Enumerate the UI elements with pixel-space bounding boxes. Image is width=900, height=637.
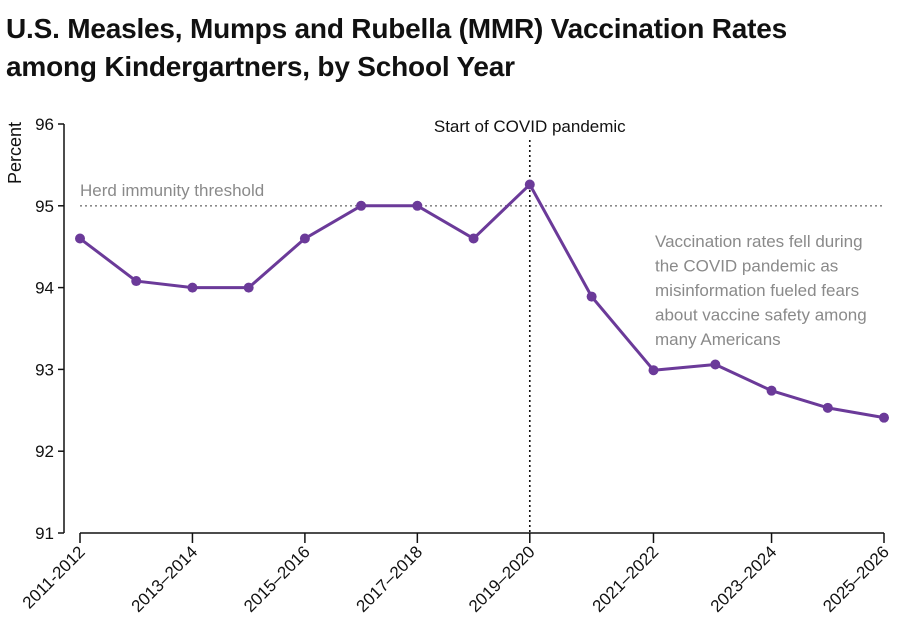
data-point [187, 282, 198, 293]
chart-title-line-2: among Kindergartners, by School Year [6, 51, 515, 82]
y-tick-label: 92 [35, 442, 54, 461]
data-point [648, 365, 659, 376]
x-tick-label: 2017–2018 [353, 542, 427, 616]
data-point [586, 291, 597, 302]
annotations: Vaccination rates fell during the COVID p… [655, 232, 867, 349]
covid-annotation-line: many Americans [655, 330, 781, 349]
data-points [75, 179, 889, 423]
x-tick-label: 2015–2016 [240, 542, 314, 616]
x-axis: 2011-2012 2013–2014 2015–2016 2017–2018 2019… [19, 532, 893, 616]
chart-title-line-1: U.S. Measles, Mumps and Rubella (MMR) Va… [6, 13, 787, 44]
y-axis: 91 92 93 94 95 96 Percent [5, 115, 65, 543]
data-point [75, 233, 85, 244]
data-point [766, 385, 777, 396]
x-tick-label: 2019–2020 [465, 542, 539, 616]
x-tick-label: 2025–2026 [819, 542, 893, 616]
y-tick-label: 94 [35, 279, 54, 298]
y-tick-label: 93 [35, 360, 54, 379]
data-point [356, 200, 367, 211]
y-tick-label: 91 [35, 524, 54, 543]
data-point [468, 233, 479, 244]
y-axis-title: Percent [5, 122, 25, 184]
data-point [822, 402, 833, 413]
y-tick-label: 96 [35, 115, 54, 134]
data-point [412, 200, 423, 211]
herd-immunity-threshold-label: Herd immunity threshold [80, 181, 264, 200]
series-line [78, 183, 886, 420]
covid-annotation-line: the COVID pandemic as [655, 257, 838, 276]
x-tick-label: 2011-2012 [19, 542, 89, 612]
covid-annotation-line: Vaccination rates fell during [655, 232, 863, 251]
data-point [710, 359, 721, 370]
reference-lines: Herd immunity threshold Start of COVID pa… [80, 117, 884, 533]
x-tick-label: 2021–2022 [589, 542, 663, 616]
covid-annotation-line: misinformation fueled fears [655, 281, 859, 300]
series-lines [78, 183, 886, 420]
covid-annotation-line: about vaccine safety among [655, 306, 867, 325]
x-tick-label: 2023–2024 [707, 542, 781, 616]
data-point [879, 412, 889, 423]
data-point [524, 179, 535, 190]
data-point [243, 282, 254, 293]
x-tick-label: 2013–2014 [128, 542, 202, 616]
chart-title: U.S. Measles, Mumps and Rubella (MMR) Va… [6, 10, 896, 86]
data-point [299, 233, 310, 244]
covid-marker-label: Start of COVID pandemic [434, 117, 626, 136]
data-point [131, 276, 142, 287]
y-tick-label: 95 [35, 197, 54, 216]
